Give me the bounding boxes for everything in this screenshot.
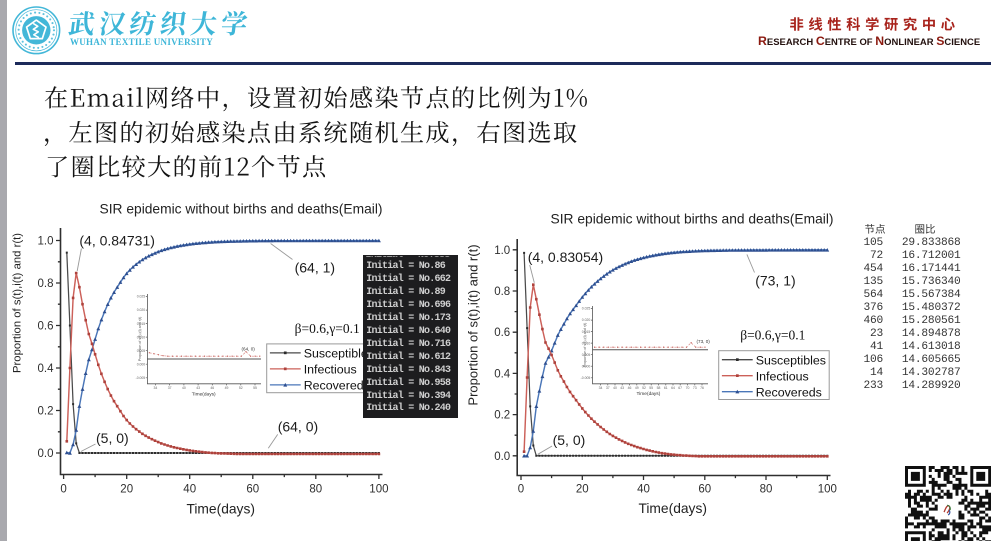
svg-text:0.4: 0.4 [38, 363, 55, 375]
svg-text:49: 49 [225, 386, 229, 390]
svg-text:0.6: 0.6 [494, 327, 510, 339]
svg-text:40: 40 [183, 483, 196, 495]
svg-text:Recovereds: Recovereds [304, 379, 370, 393]
svg-text:Time(days): Time(days) [186, 502, 254, 517]
svg-text:34: 34 [599, 386, 603, 390]
svg-text:(73, 0): (73, 0) [697, 339, 711, 344]
svg-text:0.2: 0.2 [494, 410, 510, 422]
svg-text:0.8: 0.8 [494, 286, 510, 298]
svg-text:β=0.6,γ=0.1: β=0.6,γ=0.1 [740, 328, 805, 343]
svg-text:Proportion of s(t),i(t) and r(: Proportion of s(t),i(t) and r(t) [12, 233, 24, 373]
svg-text:-0.005: -0.005 [136, 376, 146, 380]
svg-text:Proportion of s(t),i(t) and r(: Proportion of s(t),i(t) and r(t) [466, 244, 481, 405]
svg-text:0.025: 0.025 [582, 307, 591, 311]
svg-text:64: 64 [671, 386, 675, 390]
svg-text:37: 37 [168, 386, 172, 390]
svg-text:Susceptibles: Susceptibles [304, 347, 374, 361]
svg-text:(4, 0.83054): (4, 0.83054) [528, 249, 604, 265]
svg-text:1.0: 1.0 [38, 236, 54, 248]
svg-text:1.0: 1.0 [494, 245, 510, 257]
svg-text:Time(days): Time(days) [192, 392, 216, 398]
svg-text:(64, 0): (64, 0) [278, 419, 318, 435]
svg-text:60: 60 [698, 483, 711, 495]
svg-text:37: 37 [606, 386, 610, 390]
svg-text:20: 20 [576, 483, 589, 495]
svg-text:0.6: 0.6 [38, 321, 54, 333]
svg-text:0.005: 0.005 [137, 349, 146, 353]
svg-text:34: 34 [154, 386, 158, 390]
svg-text:0.0: 0.0 [494, 451, 510, 463]
svg-text:100: 100 [818, 483, 837, 495]
svg-text:43: 43 [620, 386, 624, 390]
svg-text:(64, 1): (64, 1) [295, 259, 335, 275]
svg-text:0.015: 0.015 [582, 330, 591, 334]
svg-text:55: 55 [649, 386, 653, 390]
svg-text:0: 0 [518, 483, 524, 495]
svg-text:67: 67 [678, 386, 682, 390]
svg-text:80: 80 [309, 483, 322, 495]
svg-text:20: 20 [120, 483, 133, 495]
svg-text:0.020: 0.020 [137, 308, 146, 312]
svg-text:40: 40 [182, 386, 186, 390]
svg-text:0.4: 0.4 [494, 368, 511, 380]
svg-text:52: 52 [642, 386, 646, 390]
svg-text:60: 60 [246, 483, 259, 495]
svg-text:(64, 0): (64, 0) [242, 347, 256, 352]
svg-text:SIR epidemic without births an: SIR epidemic without births and deaths(E… [551, 212, 834, 227]
svg-text:46: 46 [210, 386, 214, 390]
svg-text:(5, 0): (5, 0) [96, 430, 129, 446]
svg-text:0.010: 0.010 [582, 341, 591, 345]
svg-text:0.010: 0.010 [137, 335, 146, 339]
svg-text:0.2: 0.2 [38, 406, 54, 418]
svg-text:40: 40 [637, 483, 650, 495]
svg-text:73: 73 [693, 386, 697, 390]
svg-text:(4, 0.84731): (4, 0.84731) [79, 233, 154, 249]
svg-text:49: 49 [635, 386, 639, 390]
svg-text:0.000: 0.000 [582, 364, 591, 368]
svg-text:0.015: 0.015 [137, 322, 146, 326]
svg-text:46: 46 [628, 386, 632, 390]
svg-text:-0.005: -0.005 [581, 376, 591, 380]
svg-text:Time(days): Time(days) [636, 391, 660, 397]
svg-text:0.8: 0.8 [38, 278, 54, 290]
svg-text:Infectious: Infectious [304, 363, 357, 377]
svg-text:Infectious: Infectious [756, 369, 809, 383]
svg-text:Recovereds: Recovereds [756, 385, 822, 399]
svg-text:(5, 0): (5, 0) [553, 432, 586, 448]
svg-text:0.005: 0.005 [582, 353, 591, 357]
svg-text:61: 61 [664, 386, 668, 390]
svg-text:40: 40 [613, 386, 617, 390]
svg-text:Time(days): Time(days) [638, 501, 706, 516]
svg-text:0.020: 0.020 [582, 318, 591, 322]
svg-text:70: 70 [686, 386, 690, 390]
svg-text:52: 52 [239, 386, 243, 390]
svg-text:80: 80 [760, 483, 773, 495]
svg-text:0: 0 [60, 483, 66, 495]
svg-text:Proportion of s(t),i(t) and r(: Proportion of s(t),i(t) and r(t) [138, 317, 142, 362]
svg-text:0.025: 0.025 [137, 295, 146, 299]
svg-text:0.0: 0.0 [38, 448, 54, 460]
svg-text:(73, 1): (73, 1) [755, 273, 795, 289]
svg-text:β=0.6,γ=0.1: β=0.6,γ=0.1 [295, 321, 360, 336]
svg-text:43: 43 [196, 386, 200, 390]
svg-text:Proportion of s(t),i(t) and r(: Proportion of s(t),i(t) and r(t) [583, 323, 587, 368]
svg-text:SIR epidemic without births an: SIR epidemic without births and deaths(E… [100, 202, 383, 217]
svg-text:58: 58 [657, 386, 661, 390]
svg-text:55: 55 [253, 386, 257, 390]
svg-text:100: 100 [369, 483, 388, 495]
svg-text:76: 76 [700, 386, 704, 390]
svg-text:Susceptibles: Susceptibles [756, 353, 826, 367]
svg-text:0.000: 0.000 [137, 362, 146, 366]
